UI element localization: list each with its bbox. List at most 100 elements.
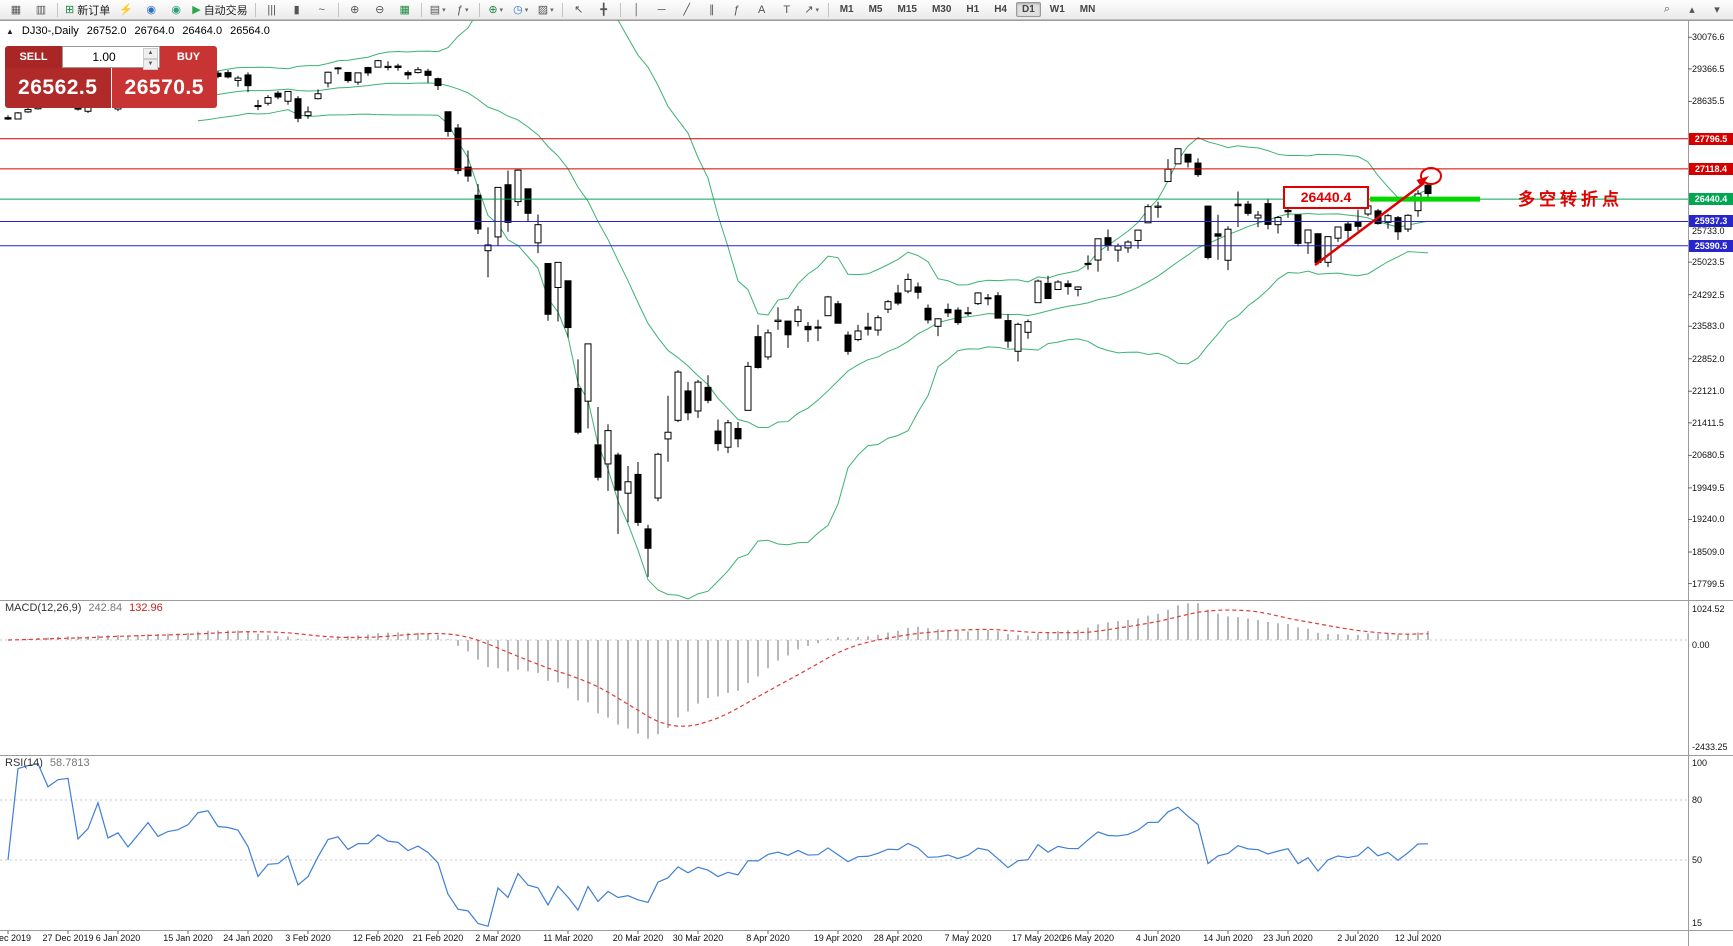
macd-indicator-label: MACD(12,26,9) 242.84 132.96 [5, 602, 163, 614]
lot-increase-button[interactable]: ▲ [143, 48, 158, 59]
candle-body [684, 390, 692, 414]
timeframe-m30[interactable]: M30 [931, 4, 952, 15]
candle-body [1144, 206, 1152, 224]
vertical-line-icon[interactable]: │ [625, 1, 649, 19]
chart-window-icon[interactable]: ▦ [4, 1, 28, 19]
candle-body [1334, 226, 1342, 239]
zoom-out-icon[interactable]: ⊖ [368, 1, 392, 19]
price-level-badge: 26440.4 [1689, 193, 1733, 206]
highlight-ellipse[interactable] [1420, 167, 1442, 185]
period-clock-icon[interactable]: ◷ ▾ [509, 1, 533, 19]
metaeditor-icon[interactable]: ◉ [139, 1, 163, 19]
date-axis-label: 11 Mar 2020 [543, 933, 593, 943]
price-axis[interactable]: 30076.6 29366.5 28635.5 25023.5 24292.5 23583… [1689, 0, 1733, 946]
quote-high: 26764.0 [134, 25, 175, 37]
buy-button[interactable]: BUY [160, 46, 217, 68]
lot-size-input[interactable] [63, 47, 159, 67]
add-indicator-icon[interactable]: ⊕ ▾ [484, 1, 508, 19]
timeframe-w1[interactable]: W1 [1049, 4, 1065, 15]
horizontal-line-icon[interactable]: ─ [650, 1, 674, 19]
candle-body [734, 427, 742, 440]
candle-body [634, 473, 642, 523]
toolbar-scroll-up-icon[interactable]: ▴ [1689, 4, 1695, 16]
candle-body [24, 108, 32, 113]
tile-windows-icon: ▦ [399, 4, 410, 16]
trend-arrow-line[interactable] [1314, 182, 1425, 266]
metaeditor-icon: ◉ [146, 4, 157, 16]
price-axis-label: 25733.0 [1692, 225, 1725, 236]
candle-body [1264, 203, 1272, 225]
timeframe-m5[interactable]: M5 [868, 4, 883, 15]
market-depth-icon[interactable]: ◉ [164, 1, 188, 19]
symbol-label: DJ30-,Daily [21, 25, 79, 37]
zoom-in-icon[interactable]: ⊕ [343, 1, 367, 19]
collapse-panel-icon[interactable]: ▲ [6, 26, 14, 36]
fibonacci-icon[interactable]: ƒ [725, 1, 749, 19]
sell-price-button[interactable]: 26562.5 [5, 68, 112, 108]
level-price-annotation[interactable]: 26440.4 [1283, 186, 1369, 209]
macd-signal-value: 132.96 [129, 602, 163, 614]
auto-trading-button: ▶ [192, 4, 201, 16]
price-axis-label: 30076.6 [1692, 32, 1725, 43]
chart-window-icon: ▦ [10, 4, 22, 16]
arrows-icon: ↗ [804, 4, 814, 16]
indicators-list-icon[interactable]: ƒ ▾ [451, 1, 475, 19]
timeframe-m1[interactable]: M1 [839, 4, 854, 15]
text-icon[interactable]: A [750, 1, 774, 19]
timeframe-h4[interactable]: H4 [994, 4, 1007, 15]
candle-body [824, 296, 832, 317]
candle-body [964, 312, 972, 315]
crosshair-icon[interactable]: ╋ [592, 1, 616, 19]
price-axis-label: 19949.5 [1692, 482, 1725, 493]
line-chart-type-icon[interactable]: ~ [310, 1, 334, 19]
cursor-icon: ↖ [574, 4, 584, 16]
date-axis-label: 12 Feb 2020 [352, 933, 404, 943]
candle-body [954, 309, 962, 324]
timeframe-m15[interactable]: M15 [897, 4, 917, 15]
price-axis-label: 23583.0 [1692, 321, 1725, 332]
cursor-icon[interactable]: ↖ [567, 1, 591, 19]
script-icon[interactable]: ⚡ [114, 1, 138, 19]
toolbar-separator [57, 2, 58, 17]
channel-icon[interactable]: ∥ [700, 1, 724, 19]
charts-list-icon: ▤ [429, 4, 441, 16]
timeframe-h1[interactable]: H1 [966, 4, 980, 15]
lot-decrease-button[interactable]: ▼ [143, 59, 158, 70]
price-axis-label: 80 [1692, 795, 1703, 805]
candle-body [264, 97, 272, 104]
bar-chart-type-icon[interactable]: ||| [260, 1, 284, 19]
candle-body [354, 72, 362, 83]
candle-body [274, 92, 282, 98]
candle-body [1014, 323, 1022, 352]
macd-name: MACD(12,26,9) [5, 602, 82, 614]
timeframe-d1[interactable]: D1 [1016, 2, 1041, 17]
candle-body [644, 528, 652, 549]
search-icon[interactable]: ⌕ [1663, 3, 1671, 15]
price-axis-label: 22852.0 [1692, 353, 1725, 364]
date-axis-label: 23 Jun 2020 [1263, 933, 1313, 943]
text-label-icon[interactable]: T [775, 1, 799, 19]
date-axis-label: 14 Jun 2020 [1203, 933, 1253, 943]
buy-price-button[interactable]: 26570.5 [111, 68, 217, 108]
templates-icon[interactable]: ▨ ▾ [534, 1, 558, 19]
arrows-icon[interactable]: ↗ ▾ [800, 1, 824, 19]
tile-windows-icon[interactable]: ▦ [393, 1, 417, 19]
auto-trading-button[interactable]: ▶ 自动交易 [189, 1, 250, 19]
candle-body [534, 224, 542, 244]
candle-body [1224, 228, 1232, 261]
trendline-icon[interactable]: ╱ [675, 1, 699, 19]
candle-body [774, 319, 782, 322]
candle-body [1204, 205, 1212, 258]
timeframe-mn[interactable]: MN [1079, 4, 1096, 15]
candlestick-type-icon[interactable]: ▮ [285, 1, 309, 19]
new-order-button[interactable]: ⊞ 新订单 [62, 1, 113, 19]
text-icon: A [758, 3, 766, 16]
price-axis-label: 28635.5 [1692, 96, 1725, 107]
toolbar-scroll-down-icon[interactable]: ▾ [1714, 4, 1720, 16]
sell-button[interactable]: SELL [5, 46, 62, 68]
candle-body [1114, 245, 1122, 251]
chart-profile-icon[interactable]: ▥ [29, 1, 53, 19]
charts-list-icon[interactable]: ▤ ▾ [426, 1, 450, 19]
